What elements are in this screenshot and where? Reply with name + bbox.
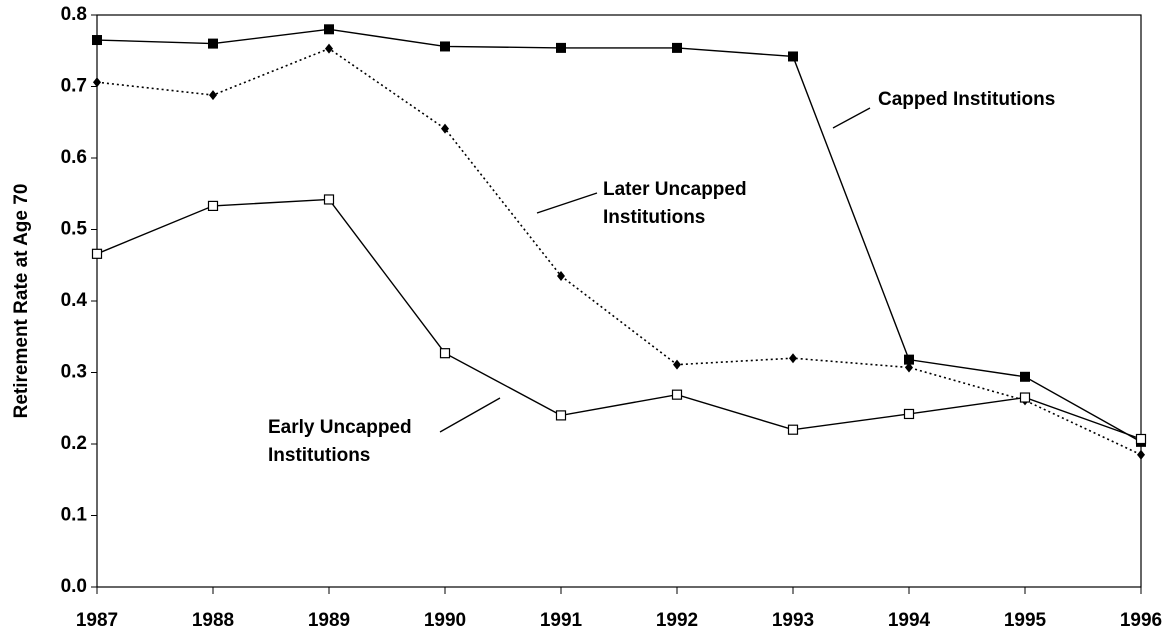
y-tick-label: 0.1 (61, 505, 88, 526)
marker (324, 24, 334, 35)
marker (92, 35, 102, 46)
series-line (96, 198, 1142, 440)
marker (672, 42, 682, 53)
y-tick-label: 0.7 (61, 76, 87, 97)
marker (207, 200, 219, 212)
marker (93, 77, 101, 88)
marker (788, 51, 798, 62)
marker (556, 42, 566, 53)
y-tick-label: 0.2 (61, 433, 87, 454)
marker (787, 424, 799, 435)
x-tick-label: 1993 (772, 610, 814, 631)
marker (91, 248, 103, 259)
x-tick-label: 1995 (1004, 610, 1047, 631)
marker (1135, 433, 1147, 445)
y-tick-label: 0.6 (61, 147, 87, 168)
marker (555, 410, 567, 421)
x-tick-label: 1987 (76, 610, 118, 631)
marker (903, 408, 915, 420)
marker (325, 43, 333, 54)
callout-line (439, 397, 501, 433)
series-label: Later Uncapped Institutions (603, 179, 747, 228)
marker (557, 270, 565, 281)
marker (323, 194, 335, 205)
marker (209, 90, 217, 101)
marker (441, 123, 449, 134)
y-tick-label: 0.8 (61, 4, 87, 25)
series-line (96, 28, 1142, 443)
marker (208, 38, 218, 49)
marker (1020, 371, 1030, 382)
marker (1137, 449, 1145, 460)
marker (440, 41, 450, 52)
series-label: Early Uncapped Institutions (268, 417, 412, 466)
marker (904, 354, 914, 365)
x-tick-label: 1992 (656, 610, 698, 631)
marker (671, 389, 683, 400)
marker (673, 359, 681, 370)
x-tick-label: 1988 (192, 610, 234, 631)
marker (789, 353, 797, 364)
x-tick-label: 1991 (540, 610, 583, 631)
y-tick-label: 0.0 (61, 576, 87, 597)
y-tick-label: 0.3 (61, 362, 87, 383)
y-tick-label: 0.4 (61, 290, 88, 311)
x-tick-label: 1990 (424, 610, 466, 631)
x-tick-label: 1989 (308, 610, 350, 631)
series-label: Capped Institutions (878, 89, 1056, 110)
marker (1019, 392, 1031, 403)
y-tick-label: 0.5 (61, 219, 88, 240)
y-axis-title: Retirement Rate at Age 70 (11, 184, 32, 419)
marker (439, 348, 451, 359)
callout-line (536, 192, 598, 214)
marker (905, 362, 913, 373)
x-tick-label: 1994 (888, 610, 931, 631)
callout-line (832, 107, 871, 129)
x-tick-label: 1996 (1120, 610, 1162, 631)
